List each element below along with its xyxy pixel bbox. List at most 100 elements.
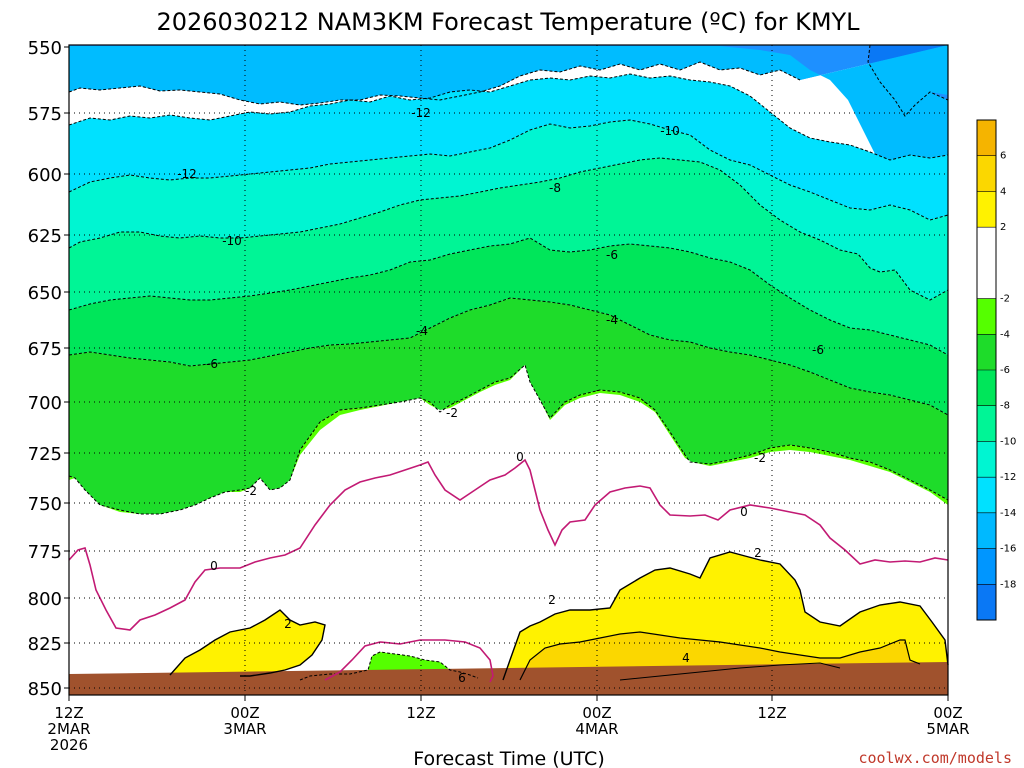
- colorbar-band: [977, 370, 996, 406]
- colorbar-band: [977, 584, 996, 620]
- colorbar-band: [977, 298, 996, 335]
- band-minus-14: [69, 45, 948, 162]
- contour-minus-14: [68, 73, 949, 161]
- y-tick-label: 750: [28, 494, 62, 515]
- colorbar-tick-label: -12: [1000, 472, 1016, 483]
- contour-label: 2: [548, 593, 556, 607]
- colorbar-tick-label: -14: [1000, 508, 1016, 519]
- contour-zero-blob: [324, 639, 494, 683]
- colorbar-band: [977, 155, 996, 192]
- x-tick-label: 00Z: [933, 704, 962, 722]
- contour-label: 0: [740, 505, 748, 519]
- contour-minus-6: [68, 297, 949, 416]
- colorbar-tick-label: -2: [1000, 294, 1010, 305]
- y-tick-label: 725: [28, 444, 62, 465]
- contour-minus-10: [68, 157, 949, 301]
- contour-label: 4: [682, 651, 690, 665]
- contour-plus-2-right: [502, 551, 949, 681]
- contour-label: 0: [516, 450, 524, 464]
- colorbar-tick-label: -10: [1000, 436, 1016, 447]
- colorbar-band: [977, 227, 996, 299]
- band-2-to-4-left: [170, 610, 325, 676]
- contour-label: 0: [210, 559, 218, 573]
- credit-text: coolwx.com/models: [858, 749, 1012, 767]
- colorbar-tick-label: -4: [1000, 329, 1010, 340]
- contour-label: -4: [416, 324, 428, 338]
- y-axis: 550 575 600 625 650 675 700 725 750 775 800 825 850: [28, 38, 69, 700]
- y-tick-label: 700: [28, 393, 62, 414]
- colorbar-band: [977, 477, 996, 513]
- x-tick-label: 5MAR: [926, 720, 969, 738]
- contour-label: -10: [222, 234, 242, 248]
- contour-zero: [68, 458, 949, 631]
- x-tick-label: 4MAR: [575, 720, 618, 738]
- colorbar-tick-label: 6: [1000, 151, 1006, 162]
- contour-label: -12: [411, 106, 431, 120]
- contour-minus-8: [68, 237, 949, 356]
- colorbar-tick-label: -18: [1000, 579, 1016, 590]
- chart-title: 2026030212 NAM3KM Forecast Temperature (…: [156, 8, 860, 36]
- x-tick-label: 12Z: [757, 704, 786, 722]
- colorbar: 6 4 2 -2 -4 -6 -8 -10 -12 -14 -16 -18: [976, 119, 1016, 621]
- colorbar-band: [977, 191, 996, 228]
- colorbar-tick-label: -6: [1000, 365, 1010, 376]
- band-minus-4: [69, 298, 948, 514]
- y-tick-label: 850: [28, 679, 62, 700]
- y-tick-label: 625: [28, 226, 62, 247]
- contour-label: -10: [660, 124, 680, 138]
- x-tick-label: 12Z: [54, 704, 83, 722]
- band-minus-8: [69, 158, 948, 355]
- contour-label: -6: [812, 343, 824, 357]
- contour-label: -6: [206, 357, 218, 371]
- band-minus-12: [69, 74, 948, 220]
- contour-label: 6: [458, 671, 466, 685]
- x-axis-label: Forecast Time (UTC): [413, 748, 604, 768]
- x-tick-label: 3MAR: [223, 720, 266, 738]
- contour-label: -4: [606, 313, 618, 327]
- contour-label: 2: [754, 546, 762, 560]
- contour-minus-16b: [867, 44, 949, 117]
- y-tick-label: 800: [28, 589, 62, 610]
- y-tick-label: 675: [28, 339, 62, 360]
- contour-plus-4: [519, 631, 921, 681]
- contour-minus-12: [68, 119, 949, 221]
- x-tick-label: 00Z: [582, 704, 611, 722]
- colorbar-tick-label: 4: [1000, 186, 1006, 197]
- band-minus-6: [69, 238, 948, 415]
- contour-label: -2: [446, 406, 458, 420]
- contour-minus-4: [68, 364, 949, 515]
- plot-frame: [68, 44, 949, 696]
- colorbar-tick-label: -16: [1000, 544, 1016, 555]
- terrain: [69, 662, 948, 695]
- y-tick-label: 600: [28, 165, 62, 186]
- contour-label: -6: [606, 248, 618, 262]
- y-tick-label: 775: [28, 542, 62, 563]
- x-tick-label: 2026: [50, 736, 88, 754]
- y-tick-label: 825: [28, 634, 62, 655]
- x-tick-label: 00Z: [230, 704, 259, 722]
- band-minus-10: [69, 120, 948, 300]
- colorbar-band: [977, 512, 996, 549]
- plot-area: [68, 44, 949, 696]
- colorbar-band: [977, 405, 996, 442]
- contour-minus-16: [68, 61, 801, 106]
- contour-label: -2: [754, 451, 766, 465]
- y-tick-label: 575: [28, 104, 62, 125]
- contour-plus-6: [619, 662, 841, 681]
- colorbar-tick-label: -8: [1000, 401, 1010, 412]
- colorbar-band: [977, 441, 996, 478]
- colorbar-band: [977, 548, 996, 585]
- contour-label: 2: [284, 617, 292, 631]
- contour-label: -8: [549, 181, 561, 195]
- x-tick-label: 2MAR: [47, 720, 90, 738]
- colorbar-band: [977, 334, 996, 370]
- colorbar-tick-label: 2: [1000, 222, 1006, 233]
- contour-label: -2: [245, 484, 257, 498]
- y-tick-label: 650: [28, 283, 62, 304]
- contour-label: -12: [177, 167, 197, 181]
- contour-plus-2-left: [169, 609, 326, 677]
- colorbar-band: [977, 120, 996, 156]
- y-tick-label: 550: [28, 38, 62, 59]
